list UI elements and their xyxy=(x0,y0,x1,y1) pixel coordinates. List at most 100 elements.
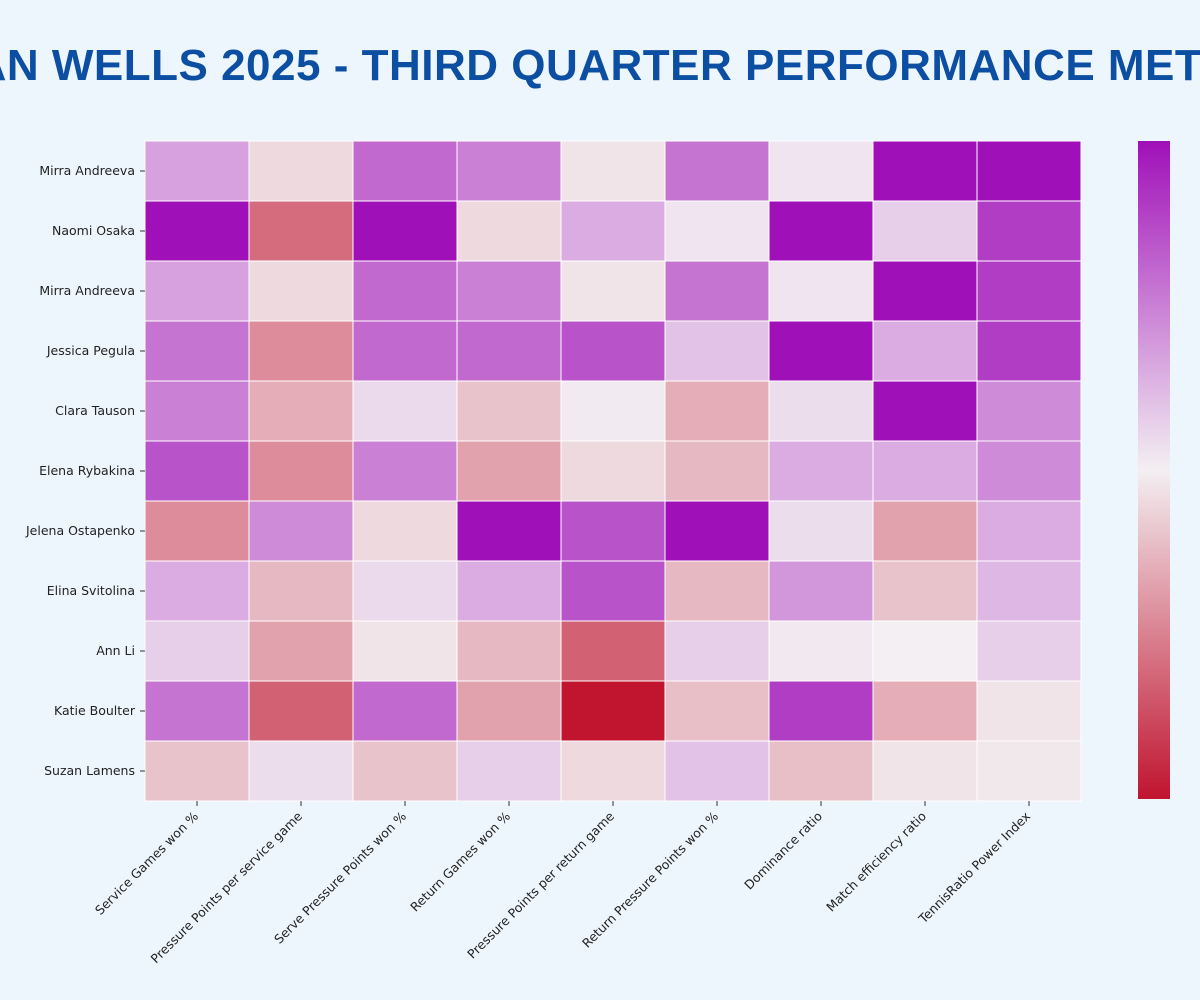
row-label: Ann Li xyxy=(96,643,135,658)
heatmap-cell xyxy=(248,320,354,382)
heatmap-cell xyxy=(144,260,250,322)
heatmap-cell xyxy=(976,620,1082,682)
heatmap-cell xyxy=(248,680,354,742)
heatmap-cell xyxy=(768,560,874,622)
row-label: Jelena Ostapenko xyxy=(25,523,135,538)
heatmap-cell xyxy=(976,440,1082,502)
heatmap-cell xyxy=(456,560,562,622)
heatmap-cell xyxy=(352,380,458,442)
heatmap-cell xyxy=(560,320,666,382)
heatmap-cell xyxy=(872,440,978,502)
heatmap-cell xyxy=(768,200,874,262)
heatmap-cell xyxy=(456,320,562,382)
heatmap-cell xyxy=(248,440,354,502)
heatmap-cell xyxy=(768,140,874,202)
heatmap-cell xyxy=(664,680,770,742)
row-label: Jessica Pegula xyxy=(46,343,135,358)
heatmap-cell xyxy=(352,200,458,262)
heatmap-cell xyxy=(144,740,250,802)
heatmap-cell xyxy=(144,500,250,562)
heatmap-cell xyxy=(872,500,978,562)
heatmap-cell xyxy=(352,320,458,382)
heatmap-cell xyxy=(144,320,250,382)
row-label: Suzan Lamens xyxy=(44,763,135,778)
column-label: Service Games won % xyxy=(92,808,201,917)
heatmap-cell xyxy=(560,680,666,742)
heatmap-cell xyxy=(144,140,250,202)
heatmap-cell xyxy=(560,200,666,262)
heatmap-cell xyxy=(352,680,458,742)
row-label: Clara Tauson xyxy=(55,403,135,418)
heatmap-cell xyxy=(248,260,354,322)
heatmap-cell xyxy=(976,740,1082,802)
heatmap-cell xyxy=(248,380,354,442)
heatmap-cell xyxy=(768,680,874,742)
heatmap-cells xyxy=(144,140,1082,802)
heatmap-cell xyxy=(560,620,666,682)
heatmap-cell xyxy=(560,260,666,322)
heatmap-cell xyxy=(456,200,562,262)
heatmap-cell xyxy=(976,140,1082,202)
heatmap-cell xyxy=(976,560,1082,622)
heatmap-cell xyxy=(144,380,250,442)
heatmap-cell xyxy=(352,620,458,682)
heatmap-cell xyxy=(664,320,770,382)
heatmap-cell xyxy=(560,500,666,562)
heatmap-cell xyxy=(976,320,1082,382)
heatmap-cell xyxy=(872,560,978,622)
heatmap-cell xyxy=(768,320,874,382)
heatmap-cell xyxy=(456,440,562,502)
heatmap-cell xyxy=(144,200,250,262)
heatmap-cell xyxy=(664,380,770,442)
heatmap-cell xyxy=(664,140,770,202)
heatmap-cell xyxy=(144,560,250,622)
heatmap-cell xyxy=(456,500,562,562)
row-label: Mirra Andreeva xyxy=(39,163,135,178)
heatmap-cell xyxy=(976,380,1082,442)
row-label: Katie Boulter xyxy=(54,703,136,718)
heatmap-cell xyxy=(768,740,874,802)
colorbar xyxy=(1138,141,1170,799)
row-label: Elena Rybakina xyxy=(39,463,135,478)
heatmap-cell xyxy=(144,440,250,502)
heatmap-cell xyxy=(144,680,250,742)
heatmap-cell xyxy=(352,140,458,202)
heatmap-cell xyxy=(352,260,458,322)
heatmap-cell xyxy=(768,440,874,502)
heatmap-cell xyxy=(664,500,770,562)
heatmap-cell xyxy=(872,740,978,802)
heatmap-cell xyxy=(456,140,562,202)
column-label: Dominance ratio xyxy=(741,809,825,893)
heatmap-cell xyxy=(248,140,354,202)
column-label: Return Games won % xyxy=(407,808,513,914)
heatmap-cell xyxy=(352,560,458,622)
heatmap-cell xyxy=(768,260,874,322)
heatmap-cell xyxy=(872,260,978,322)
row-label: Naomi Osaka xyxy=(52,223,135,238)
heatmap-cell xyxy=(768,500,874,562)
heatmap-cell xyxy=(560,560,666,622)
heatmap-cell xyxy=(456,620,562,682)
column-label: TennisRatio Power Index xyxy=(915,809,1033,927)
heatmap-cell xyxy=(872,680,978,742)
heatmap-cell xyxy=(248,560,354,622)
heatmap-cell xyxy=(560,740,666,802)
heatmap-cell xyxy=(976,680,1082,742)
heatmap-cell xyxy=(560,140,666,202)
colorbar-gradient xyxy=(1138,141,1170,799)
heatmap-cell xyxy=(560,380,666,442)
heatmap-cell xyxy=(976,260,1082,322)
chart-title: INDIAN WELLS 2025 - THIRD QUARTER PERFOR… xyxy=(0,41,1200,90)
heatmap-cell xyxy=(456,380,562,442)
row-labels: Mirra Andreeva Naomi Osaka Mirra Andreeva J… xyxy=(25,163,145,778)
heatmap-cell xyxy=(664,200,770,262)
heatmap-cell xyxy=(144,620,250,682)
heatmap-cell xyxy=(560,440,666,502)
column-label: Match efficiency ratio xyxy=(823,809,929,915)
heatmap-cell xyxy=(352,440,458,502)
column-labels: Service Games won %Pressure Points per s… xyxy=(92,801,1033,966)
heatmap-cell xyxy=(352,740,458,802)
heatmap-cell xyxy=(976,200,1082,262)
heatmap-cell xyxy=(248,500,354,562)
